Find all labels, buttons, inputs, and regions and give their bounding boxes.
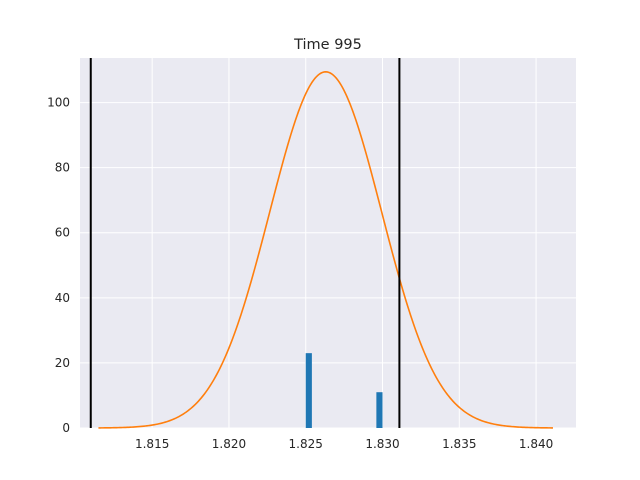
y-tick-label: 40 xyxy=(55,291,70,305)
plot-area xyxy=(80,58,576,428)
y-tick-labels: 0 20 40 60 80 100 xyxy=(47,96,70,435)
x-tick-label: 1.840 xyxy=(519,437,553,451)
chart-title: Time 995 xyxy=(293,37,362,53)
y-tick-label: 100 xyxy=(47,96,70,110)
x-tick-label: 1.815 xyxy=(135,437,169,451)
curve xyxy=(98,71,553,429)
bar xyxy=(305,353,312,428)
x-tick-label: 1.835 xyxy=(442,437,476,451)
bar xyxy=(376,392,383,428)
y-tick-label: 0 xyxy=(62,421,70,435)
y-tick-label: 80 xyxy=(55,161,70,175)
vertical-lines xyxy=(89,58,401,428)
bars xyxy=(305,353,383,428)
y-tick-label: 60 xyxy=(55,226,70,240)
y-tick-label: 20 xyxy=(55,356,70,370)
x-tick-labels: 1.815 1.820 1.825 1.830 1.835 1.840 xyxy=(135,437,553,451)
x-tick-label: 1.820 xyxy=(212,437,246,451)
x-tick-label: 1.830 xyxy=(365,437,399,451)
x-tick-label: 1.825 xyxy=(289,437,323,451)
grid xyxy=(80,58,576,429)
density-curve xyxy=(98,71,553,429)
